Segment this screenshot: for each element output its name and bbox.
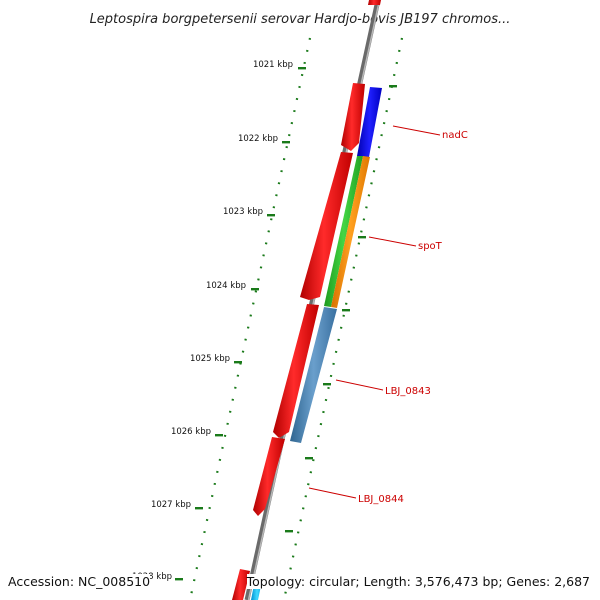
cds-forward: [300, 152, 353, 300]
tick-label: 1025 kbp: [190, 354, 230, 364]
tick-mark: [215, 434, 223, 437]
tick-label: 1026 kbp: [171, 427, 211, 437]
tick-label: 1022 kbp: [238, 134, 278, 144]
map-title: Leptospira borgpetersenii serovar Hardjo…: [90, 12, 511, 27]
tick-label: 1023 kbp: [223, 207, 263, 217]
kbp-ticks: 1021 kbp 1022 kbp 1023 kbp 1024 kbp 1025…: [132, 60, 306, 582]
leader-line: [368, 236, 417, 247]
tick-mark: [389, 85, 397, 88]
tick-mark: [251, 288, 259, 291]
leader-line: [335, 379, 384, 391]
tick-ring: [188, 37, 312, 600]
tick-mark: [358, 236, 366, 239]
tick-label: 1027 kbp: [151, 500, 191, 510]
topology-text: Topology: circular; Length: 3,576,473 bp…: [246, 574, 590, 589]
gene-label-LBJ_0844: LBJ_0844: [358, 494, 404, 505]
tick-label: 1028 kbp: [132, 572, 172, 582]
gene-label-nadC: nadC: [442, 130, 468, 141]
cds-forward: [253, 437, 285, 516]
tick-mark: [342, 309, 350, 312]
leader-line: [392, 125, 441, 136]
tick-mark: [195, 507, 203, 510]
tick-mark: [234, 361, 242, 364]
tick-mark: [267, 214, 275, 217]
outer-tick-marks: [285, 85, 397, 533]
cds-forward: [368, 0, 381, 5]
cds-nadC: [357, 87, 382, 157]
cds-spoT-orange: [331, 156, 370, 308]
gene-label-LBJ_0843: LBJ_0843: [385, 386, 431, 397]
tick-mark: [323, 383, 331, 386]
cds-LBJ_0843: [290, 307, 337, 443]
gene-labels: nadC spoT LBJ_0843 LBJ_0844: [308, 125, 468, 505]
cds-forward: [341, 83, 365, 151]
cds-forward: [273, 304, 319, 438]
accession-text: Accession: NC_008510: [8, 574, 151, 589]
cds-forward: [232, 569, 250, 600]
tick-mark: [298, 67, 306, 70]
tick-label: 1024 kbp: [206, 281, 246, 291]
tick-label: 1021 kbp: [253, 60, 293, 70]
tick-mark: [282, 141, 290, 144]
tick-mark: [285, 530, 293, 533]
gene-label-spoT: spoT: [418, 241, 443, 252]
reverse-cds-track: [251, 87, 382, 600]
leader-line: [308, 487, 357, 499]
forward-cds-track: [232, 0, 381, 600]
tick-mark: [305, 457, 313, 460]
cds-spoT-green: [324, 156, 363, 307]
tick-mark: [175, 578, 183, 581]
outer-dotted-ring: [282, 37, 404, 600]
